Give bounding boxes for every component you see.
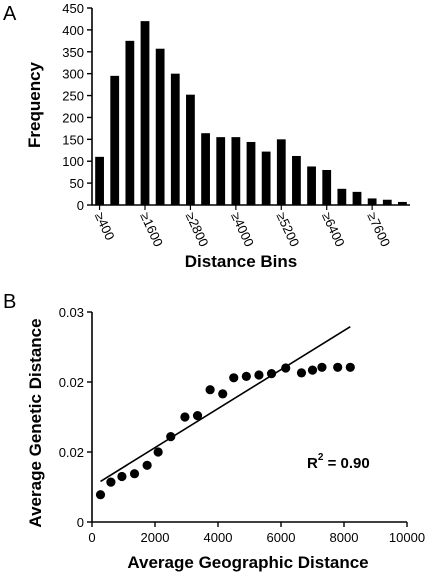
bar [125, 40, 135, 206]
y-tick-label: 0 [77, 515, 84, 530]
data-point [192, 411, 203, 421]
bar [292, 155, 301, 205]
bar [110, 75, 120, 205]
data-point [205, 385, 215, 395]
y-tick-label: 0 [77, 198, 84, 213]
data-point [142, 460, 152, 470]
x-tick-label: ≥1600 [137, 210, 166, 249]
panel-a-y-ticks: 0 50 100 150 200 250 300 350 400 450 [62, 1, 92, 213]
panel-a-label: A [3, 3, 17, 25]
bar [276, 139, 286, 205]
panel-b-x-ticks: 0 2000 4000 6000 8000 10000 [88, 522, 425, 545]
x-tick-label: ≥400 [92, 210, 118, 242]
y-tick-label: 0.02 [59, 375, 84, 390]
bar [246, 141, 256, 205]
panel-b-trendline [100, 326, 351, 483]
data-point [307, 365, 318, 375]
bar [231, 137, 241, 205]
y-tick-label: 250 [62, 89, 84, 104]
x-tick-label: ≥5200 [274, 210, 303, 249]
bar [352, 191, 362, 205]
x-tick-label: ≥4000 [228, 210, 257, 249]
panel-a-y-axis-label: Frequency [25, 61, 44, 148]
x-tick-label: 8000 [330, 530, 359, 545]
data-point [153, 447, 163, 457]
x-tick-label: 2000 [141, 530, 170, 545]
bar [216, 137, 226, 205]
y-tick-label: 400 [62, 23, 84, 38]
bar [201, 133, 210, 205]
data-point [345, 362, 355, 372]
panel-b-y-axis-label: Average Genetic Distance [26, 318, 45, 527]
data-point [117, 471, 127, 482]
data-point [129, 469, 140, 479]
data-point [254, 370, 264, 380]
panel-b-y-ticks: 0 0.02 0.02 0.03 [59, 305, 92, 530]
panel-b: B Average Genetic Distance 0 0.02 0.02 0.03… [3, 291, 425, 572]
bar [367, 198, 377, 205]
panel-b-points [95, 362, 355, 500]
bar [170, 73, 180, 206]
bar [382, 199, 392, 205]
data-point [106, 477, 116, 487]
r-squared-r: R [307, 455, 318, 472]
bar [322, 169, 332, 205]
y-tick-label: 0.02 [59, 445, 84, 460]
y-tick-label: 450 [62, 1, 84, 16]
bar [307, 166, 316, 205]
bar [140, 21, 150, 206]
bar [186, 94, 195, 205]
y-tick-label: 150 [62, 132, 84, 147]
panel-a-x-axis-label: Distance Bins [185, 252, 297, 271]
panel-a-x-ticks: ≥400 ≥1600 ≥2800 ≥4000 ≥5200 ≥6400 ≥7600 [92, 205, 393, 249]
data-point [333, 362, 343, 372]
data-point [266, 369, 277, 379]
r-squared-annotation: R2 = 0.90 [307, 452, 370, 472]
y-tick-label: 50 [70, 176, 84, 191]
data-point [166, 432, 176, 442]
y-tick-label: 300 [62, 67, 84, 82]
bar [398, 201, 407, 205]
data-point [180, 412, 190, 422]
panel-b-x-axis-label: Average Geographic Distance [127, 553, 368, 572]
y-tick-label: 200 [62, 110, 84, 125]
x-tick-label: 0 [88, 530, 95, 545]
x-tick-label: ≥7600 [364, 210, 393, 249]
r-squared-value: = 0.90 [323, 455, 369, 472]
r-squared-exponent: 2 [318, 452, 324, 463]
x-tick-label: ≥6400 [319, 210, 348, 249]
data-point [218, 389, 228, 399]
data-point [241, 371, 251, 381]
data-point [95, 490, 106, 500]
bar [155, 48, 165, 205]
panel-a: A Frequency 050100150200250300350400450 … [3, 1, 410, 271]
data-point [229, 373, 239, 383]
panel-a-bars [95, 21, 407, 206]
x-tick-label: 4000 [204, 530, 233, 545]
x-tick-label: ≥2800 [183, 210, 212, 249]
data-point [317, 362, 327, 372]
bar [95, 156, 104, 205]
y-tick-label: 100 [62, 154, 84, 169]
data-point [296, 368, 307, 378]
data-point [281, 363, 291, 373]
bar [261, 151, 271, 205]
x-tick-label: 6000 [267, 530, 296, 545]
bar [337, 188, 347, 205]
y-tick-label: 0.03 [59, 305, 84, 320]
panel-b-label: B [3, 291, 16, 313]
y-tick-label: 350 [62, 45, 84, 60]
x-tick-label: 10000 [389, 530, 425, 545]
